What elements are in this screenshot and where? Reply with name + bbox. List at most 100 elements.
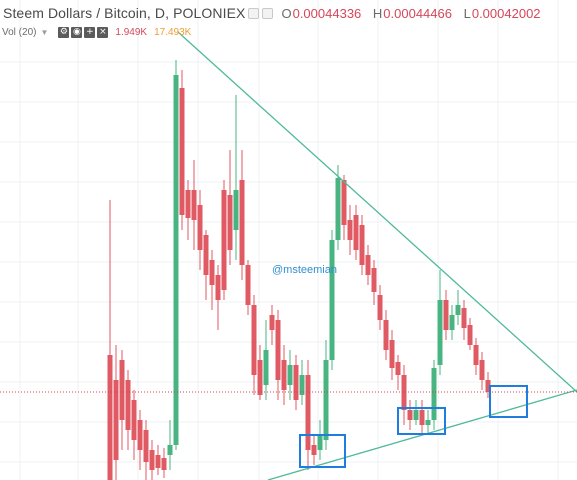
close-icon[interactable]: ×: [97, 26, 109, 38]
candle-body: [209, 260, 215, 285]
open-key: O: [281, 5, 292, 21]
candle: [353, 205, 359, 260]
candle-body: [407, 410, 413, 420]
candle-body: [155, 455, 161, 468]
chart-settings-icon[interactable]: [248, 7, 260, 19]
candle-body: [311, 445, 317, 455]
candle-body: [443, 300, 449, 330]
candle: [305, 360, 311, 470]
symbol-title[interactable]: Steem Dollars / Bitcoin, D, POLONIEX: [3, 5, 246, 21]
candle: [269, 305, 275, 345]
candle-body: [131, 400, 137, 440]
candle: [137, 410, 143, 470]
candle: [143, 420, 149, 480]
candle: [317, 420, 323, 460]
candle-body: [317, 435, 323, 450]
high-value: 0.00044466: [383, 5, 452, 21]
candle-body: [173, 75, 179, 445]
candle-body: [419, 410, 425, 425]
candle: [173, 60, 179, 450]
candle-body: [215, 275, 221, 300]
candle-body: [143, 430, 149, 462]
chart-header: Steem Dollars / Bitcoin, D, POLONIEX O 0.…: [0, 4, 549, 22]
candle: [425, 410, 431, 435]
candle: [185, 180, 191, 240]
candle: [239, 150, 245, 280]
candle: [161, 448, 167, 478]
candle-body: [107, 355, 113, 480]
candle-body: [197, 205, 203, 250]
candle: [365, 245, 371, 285]
candle-body: [485, 380, 491, 392]
chevron-down-icon[interactable]: ▼: [40, 27, 49, 37]
candle-body: [329, 240, 335, 360]
candle-body: [371, 268, 377, 292]
candle: [125, 370, 131, 450]
candle-body: [137, 420, 143, 450]
candle-body: [263, 350, 269, 385]
candle-body: [449, 315, 455, 330]
candle: [293, 355, 299, 410]
candle-body: [383, 320, 389, 350]
settings-icon[interactable]: ⚙: [58, 26, 70, 38]
volume-indicator-row: Vol (20) ▼ ⚙ ◉ + × 1.949K 17.493K: [0, 25, 191, 39]
highlight-box: [489, 385, 528, 418]
low-key: L: [463, 5, 471, 21]
candle-body: [413, 410, 419, 420]
candle: [407, 400, 413, 430]
candle: [413, 400, 419, 425]
chart-visibility-icon[interactable]: [262, 7, 274, 19]
volume-label[interactable]: Vol (20): [2, 26, 37, 38]
candle: [443, 290, 449, 340]
candle-body: [377, 295, 383, 320]
candle: [395, 355, 401, 390]
candle-body: [437, 300, 443, 365]
candle-body: [203, 235, 209, 275]
candle-body: [335, 178, 341, 240]
candle: [131, 390, 137, 460]
candle: [371, 260, 377, 305]
candle: [155, 445, 161, 475]
candle: [251, 295, 257, 395]
candle-body: [461, 308, 467, 328]
candle-body: [113, 380, 119, 460]
candle: [209, 250, 215, 310]
candle: [437, 270, 443, 375]
candle-body: [275, 320, 281, 380]
candle: [191, 160, 197, 250]
highlight-box: [397, 407, 446, 435]
plus-icon[interactable]: +: [84, 26, 96, 38]
candle-body: [245, 265, 251, 305]
candle: [233, 95, 239, 260]
candle: [335, 165, 341, 250]
candle-body: [239, 180, 245, 265]
candle-body: [389, 340, 395, 368]
candle-body: [467, 325, 473, 345]
candle: [287, 350, 293, 400]
candle: [113, 345, 119, 480]
candle-body: [221, 190, 227, 290]
low-value: 0.00042002: [471, 5, 541, 21]
eye-icon[interactable]: ◉: [71, 26, 83, 38]
candle: [359, 215, 365, 275]
trendlines: @msteemian: [0, 31, 577, 480]
candle: [341, 175, 347, 240]
candle: [449, 305, 455, 340]
candle-body: [179, 88, 185, 215]
candle: [389, 330, 395, 380]
candle-body: [359, 225, 365, 265]
candle-body: [119, 360, 125, 420]
candle-body: [347, 220, 353, 240]
candle: [263, 320, 269, 400]
candle-body: [161, 458, 167, 470]
candle: [467, 318, 473, 350]
candle-body: [185, 190, 191, 218]
high-key: H: [372, 5, 383, 21]
candle-body: [125, 380, 131, 430]
candle: [179, 70, 185, 230]
candle: [323, 340, 329, 450]
candle: [215, 265, 221, 330]
